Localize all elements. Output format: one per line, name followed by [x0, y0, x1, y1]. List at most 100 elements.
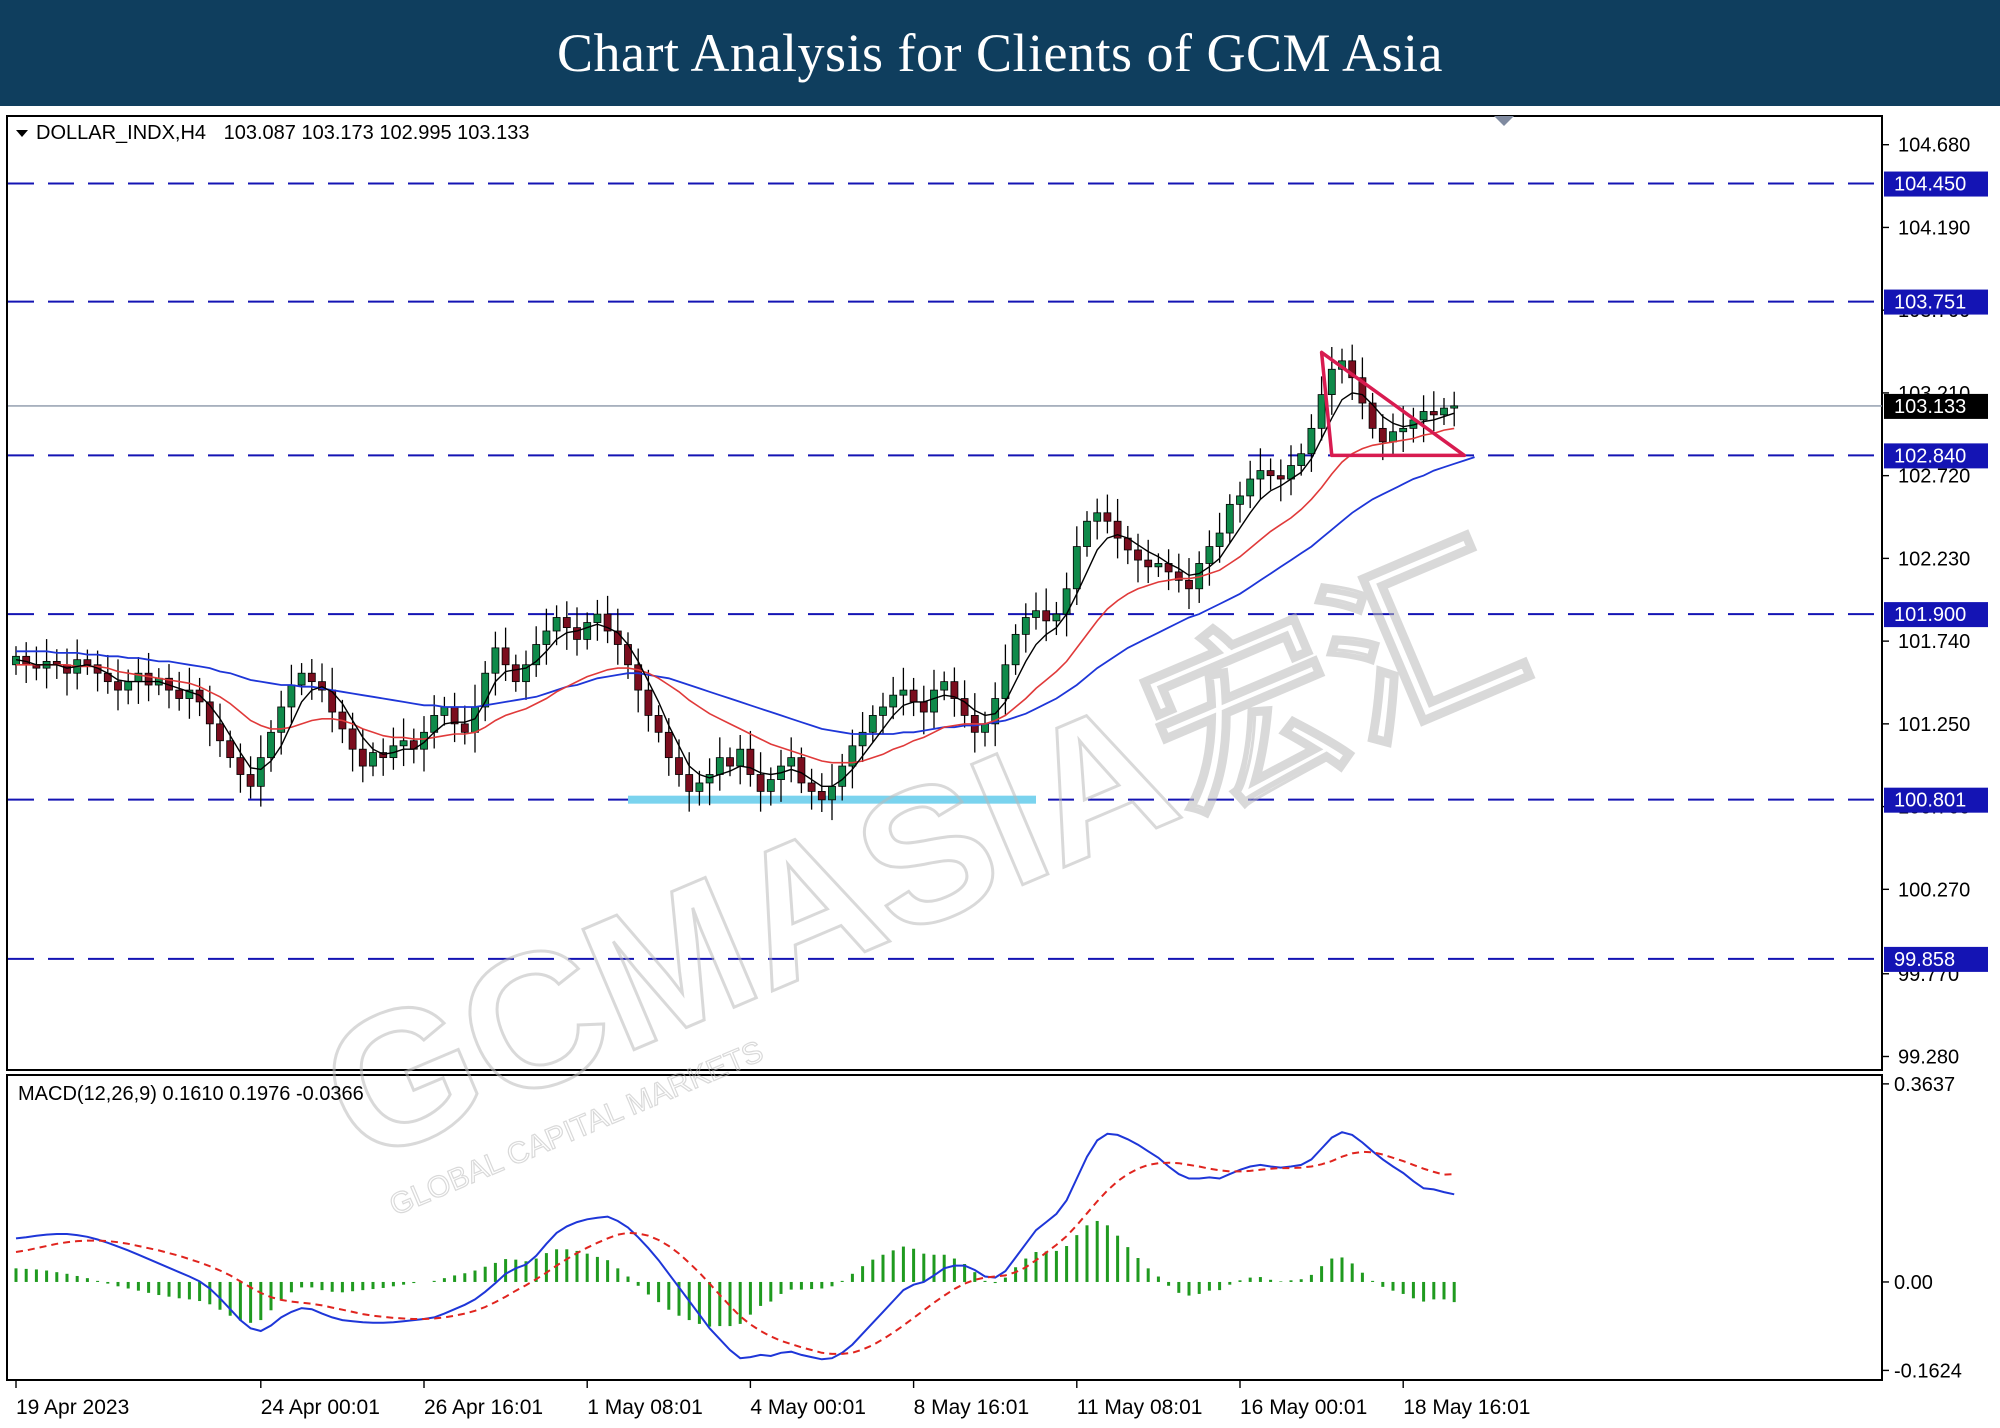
candle-body: [930, 689, 938, 713]
candle: [1205, 530, 1214, 586]
candle-body: [715, 757, 724, 775]
candle: [787, 737, 796, 783]
candle: [1052, 601, 1061, 636]
candle: [603, 595, 612, 644]
candle-body: [246, 774, 255, 787]
candle-body: [746, 748, 755, 775]
candle: [348, 712, 357, 772]
candle-body: [1256, 470, 1265, 480]
candle-body: [705, 774, 714, 784]
candle-body: [552, 617, 561, 632]
candle-body: [879, 706, 887, 716]
candle: [1236, 481, 1244, 523]
candle: [552, 605, 561, 646]
candle-body: [940, 681, 949, 691]
y-tick-label: 104.680: [1898, 135, 1970, 157]
candle: [542, 608, 551, 665]
candle-body: [236, 757, 245, 775]
candle-body: [1266, 470, 1275, 477]
candle: [399, 718, 408, 767]
candle: [93, 650, 102, 692]
banner-title: Chart Analysis for Clients of GCM Asia: [557, 23, 1443, 83]
level-price-label: 102.840: [1894, 445, 1966, 467]
candle-body: [491, 647, 500, 674]
x-tick-label: 11 May 08:01: [1077, 1396, 1203, 1419]
candle: [756, 752, 765, 812]
y-tick-label: 102.230: [1898, 548, 1970, 570]
x-tick-label: 18 May 16:01: [1403, 1396, 1530, 1419]
candle-body: [766, 779, 775, 792]
candle-body: [1389, 431, 1397, 443]
candle-body: [868, 715, 877, 733]
level-price-box: [1884, 171, 1988, 197]
candle: [256, 735, 265, 807]
candle-body: [858, 731, 867, 747]
candle-body: [1011, 633, 1020, 666]
candle-body: [797, 757, 806, 784]
candle-body: [909, 689, 918, 703]
candle: [511, 654, 520, 692]
candle: [634, 648, 643, 713]
candle: [1083, 511, 1091, 557]
candle-body: [440, 706, 449, 716]
candle-body: [1348, 360, 1357, 379]
candle-body: [63, 664, 71, 674]
candle-body: [124, 681, 133, 691]
shift-marker-icon: [1494, 116, 1514, 126]
candle-body: [1072, 546, 1081, 590]
candle: [1256, 448, 1265, 500]
candle-body: [960, 698, 969, 716]
candle: [817, 773, 826, 812]
candle: [205, 685, 214, 747]
candle: [175, 671, 184, 711]
candle-body: [726, 757, 734, 767]
candle: [1042, 588, 1051, 642]
candle-body: [654, 715, 663, 733]
candle-body: [348, 728, 357, 750]
candle-body: [807, 782, 816, 792]
macd-series: [14, 1131, 1456, 1361]
candle: [879, 692, 887, 734]
candle: [1011, 624, 1020, 675]
candle-body: [83, 659, 92, 666]
candle: [1225, 494, 1234, 544]
level-lines: [8, 182, 1882, 960]
candle: [695, 770, 704, 806]
candle: [297, 663, 306, 696]
candle-body: [307, 672, 316, 683]
candle-body: [1042, 610, 1051, 622]
candle: [246, 756, 255, 799]
candle: [746, 730, 755, 787]
candle-body: [1205, 546, 1214, 564]
candle-body: [144, 672, 153, 686]
candle: [185, 667, 194, 719]
ma-mid-line: [16, 427, 1455, 764]
candle: [1276, 459, 1285, 502]
candle-body: [889, 694, 898, 708]
candle: [1021, 603, 1030, 653]
candle-body: [1429, 411, 1438, 416]
level-price-label: 103.751: [1894, 292, 1966, 314]
candle-body: [1174, 571, 1183, 581]
triangle-outline: [1319, 350, 1467, 458]
candle: [899, 667, 908, 716]
dropdown-triangle-icon: [16, 130, 28, 137]
candle-body: [848, 745, 857, 767]
candle: [1144, 539, 1153, 584]
candle-body: [501, 647, 510, 666]
candle-body: [522, 664, 530, 683]
candle-body: [1083, 520, 1091, 547]
price-pane: [6, 115, 1883, 1071]
current-price-box: [1884, 393, 1988, 419]
x-tick-label: 26 Apr 16:01: [424, 1396, 543, 1419]
x-tick-label: 4 May 00:01: [750, 1396, 866, 1419]
candle-body: [1440, 407, 1448, 416]
candle-body: [756, 774, 765, 792]
x-tick-label: 8 May 16:01: [914, 1396, 1030, 1419]
macd-y-tick-label: 0.00: [1894, 1272, 1933, 1294]
candle-body: [481, 672, 490, 708]
level-price-box: [1884, 443, 1988, 469]
candle-body: [1134, 549, 1142, 561]
y-tick-label: 101.250: [1898, 714, 1970, 736]
candle-body: [736, 748, 745, 767]
